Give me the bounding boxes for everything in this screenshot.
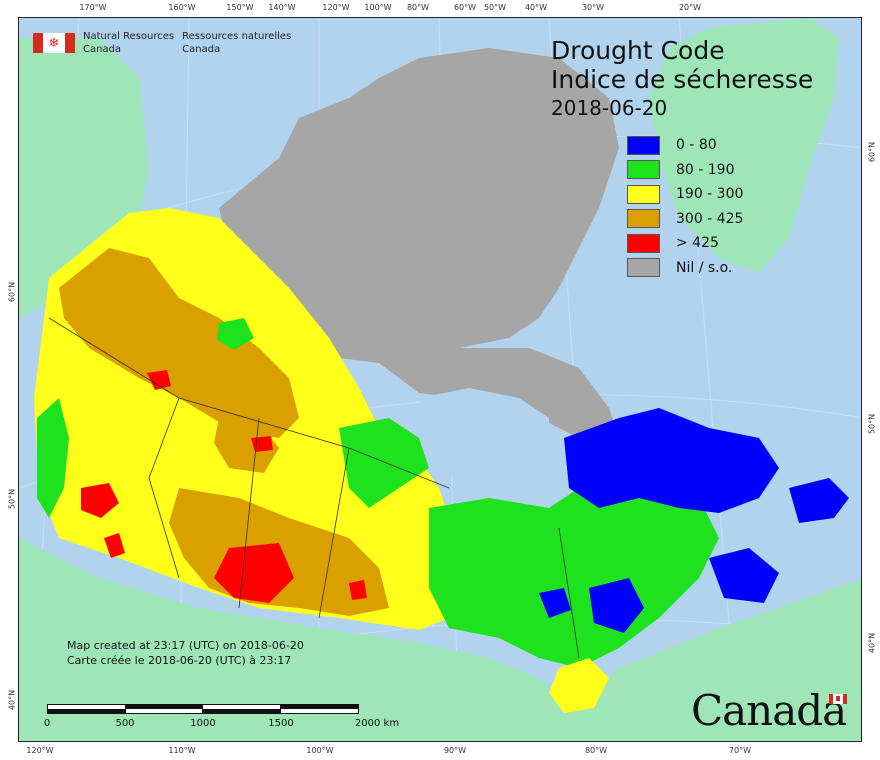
legend-item: > 425: [627, 231, 743, 256]
maritimes-blue: [709, 548, 779, 603]
tick-top-40w: 40°W: [524, 3, 548, 12]
legend-swatch: [627, 258, 660, 278]
legend-swatch: [627, 184, 660, 204]
tick-top-60w: 60°W: [453, 3, 477, 12]
legend-label: 190 - 300: [676, 186, 744, 203]
legend: 0 - 80 80 - 190 190 - 300 300 - 425 > 42…: [627, 133, 743, 280]
scale-bar: 0 500 1000 1500 2000 km: [44, 704, 399, 729]
north-green-patch: [217, 318, 254, 350]
agency-fr-line2: Canada: [182, 44, 221, 55]
agency-name-fr: Ressources naturelles Canada: [182, 30, 291, 56]
legend-swatch: [627, 233, 660, 253]
ontario-blue: [539, 588, 571, 618]
canada-wordmark: Canada: [691, 686, 847, 735]
map-canvas: [19, 18, 861, 741]
alaska: [19, 38, 149, 318]
scale-label: 1500: [268, 718, 294, 729]
tick-top-20w: 20°W: [678, 3, 702, 12]
red-patch-1: [214, 543, 294, 603]
tick-top-140w: 140°W: [268, 3, 296, 12]
hudson-bay-coast-grey: [379, 348, 619, 438]
tick-bottom-90w: 90°W: [443, 746, 467, 755]
legend-item: 80 - 190: [627, 158, 743, 183]
scale-label: 1000: [190, 718, 216, 729]
title-fr: Indice de sécheresse: [551, 65, 814, 94]
tick-bottom-120w: 120°W: [26, 746, 54, 755]
title-en: Drought Code: [551, 36, 725, 65]
bc-coast-green: [37, 398, 69, 518]
quebec-south-blue: [589, 578, 644, 633]
tick-top-30w: 30°W: [581, 3, 605, 12]
legend-label: 300 - 425: [676, 210, 744, 227]
tick-top-160w: 160°W: [168, 3, 196, 12]
tick-top-50w: 50°W: [483, 3, 507, 12]
tick-left-50n: 50°N: [7, 488, 17, 510]
legend-item: 300 - 425: [627, 207, 743, 232]
scale-label: 2000 km: [354, 718, 400, 729]
agency-name-en: Natural Resources Canada: [83, 30, 174, 56]
tick-top-120w: 120°W: [322, 3, 350, 12]
central-green: [339, 418, 429, 508]
tick-top-170w: 170°W: [79, 3, 107, 12]
scale-label: 500: [115, 718, 135, 729]
tick-left-60n: 60°N: [7, 281, 17, 303]
scale-label: 0: [43, 718, 51, 729]
tick-bottom-110w: 110°W: [168, 746, 196, 755]
tick-top-100w: 100°W: [364, 3, 392, 12]
southern-ontario-yellow: [549, 658, 609, 713]
agency-en-line2: Canada: [83, 44, 122, 55]
tick-top-150w: 150°W: [226, 3, 254, 12]
tick-bottom-100w: 100°W: [306, 746, 334, 755]
map-footnote: Map created at 23:17 (UTC) on 2018-06-20…: [67, 638, 304, 668]
red-patch-3: [147, 370, 171, 390]
west-orange-north: [59, 248, 299, 438]
agency-header: ❄ Natural Resources Canada Ressources na…: [33, 30, 291, 56]
tick-right-40n: 40°N: [867, 632, 877, 654]
legend-swatch: [627, 135, 660, 155]
canada-flag-icon: ❄: [33, 33, 75, 53]
hudson-bay: [419, 388, 549, 488]
legend-label: 80 - 190: [676, 161, 735, 178]
legend-swatch: [627, 160, 660, 180]
tick-right-50n: 50°N: [867, 413, 877, 435]
legend-item: 190 - 300: [627, 182, 743, 207]
usa: [19, 538, 861, 741]
tick-right-60n: 60°N: [867, 141, 877, 163]
red-patch-5: [104, 533, 125, 558]
legend-label: Nil / s.o.: [676, 259, 733, 276]
tick-bottom-80w: 80°W: [584, 746, 608, 755]
wordmark-flag-icon: [829, 694, 847, 704]
arctic-islands: [219, 48, 619, 363]
labrador-quebec-blue: [564, 408, 779, 513]
legend-label: 0 - 80: [676, 137, 717, 154]
map-title: Drought Code Indice de sécheresse 2018-0…: [551, 36, 813, 121]
footnote-en: Map created at 23:17 (UTC) on 2018-06-20: [67, 639, 304, 652]
east-green: [429, 478, 719, 668]
tick-top-80w: 80°W: [406, 3, 430, 12]
tick-left-40n: 40°N: [7, 689, 17, 711]
legend-label: > 425: [676, 235, 719, 252]
map-date: 2018-06-20: [551, 96, 668, 120]
newfoundland-blue: [789, 478, 849, 523]
provincial-boundaries: [48, 317, 580, 659]
agency-fr-line1: Ressources naturelles: [182, 31, 292, 42]
footnote-fr: Carte créée le 2018-06-20 (UTC) à 23:17: [67, 654, 292, 667]
red-patch-2: [81, 483, 119, 518]
tick-bottom-70w: 70°W: [728, 746, 752, 755]
red-patch-6: [349, 580, 367, 600]
greenland: [649, 18, 839, 273]
scale-bar-graphic: [47, 704, 359, 714]
legend-swatch: [627, 209, 660, 229]
agency-en-line1: Natural Resources: [83, 31, 175, 42]
legend-item: Nil / s.o.: [627, 256, 743, 281]
west-orange-patch: [214, 418, 279, 473]
map-panel: ❄ Natural Resources Canada Ressources na…: [18, 17, 862, 742]
legend-item: 0 - 80: [627, 133, 743, 158]
